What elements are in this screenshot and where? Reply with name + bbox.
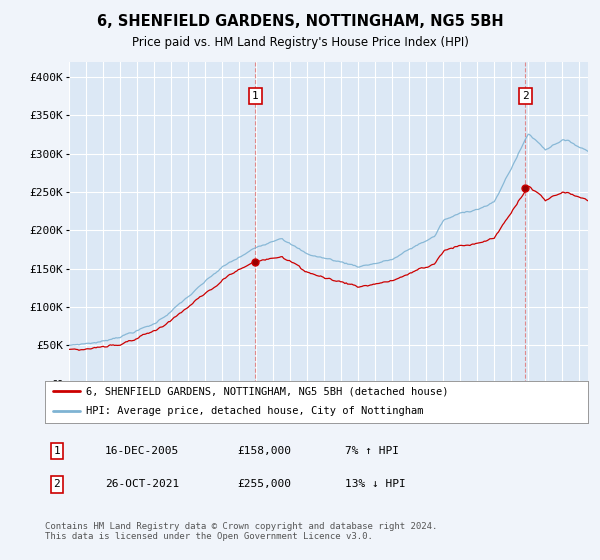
Text: 26-OCT-2021: 26-OCT-2021 — [105, 479, 179, 489]
Text: £158,000: £158,000 — [237, 446, 291, 456]
Text: 1: 1 — [252, 91, 259, 101]
Text: 13% ↓ HPI: 13% ↓ HPI — [345, 479, 406, 489]
Text: HPI: Average price, detached house, City of Nottingham: HPI: Average price, detached house, City… — [86, 406, 423, 416]
Text: 16-DEC-2005: 16-DEC-2005 — [105, 446, 179, 456]
Text: 1: 1 — [53, 446, 61, 456]
Text: 7% ↑ HPI: 7% ↑ HPI — [345, 446, 399, 456]
Text: 6, SHENFIELD GARDENS, NOTTINGHAM, NG5 5BH (detached house): 6, SHENFIELD GARDENS, NOTTINGHAM, NG5 5B… — [86, 386, 448, 396]
Text: Contains HM Land Registry data © Crown copyright and database right 2024.
This d: Contains HM Land Registry data © Crown c… — [45, 522, 437, 542]
Text: 6, SHENFIELD GARDENS, NOTTINGHAM, NG5 5BH: 6, SHENFIELD GARDENS, NOTTINGHAM, NG5 5B… — [97, 14, 503, 29]
Text: 2: 2 — [522, 91, 529, 101]
Text: £255,000: £255,000 — [237, 479, 291, 489]
Text: 2: 2 — [53, 479, 61, 489]
Text: Price paid vs. HM Land Registry's House Price Index (HPI): Price paid vs. HM Land Registry's House … — [131, 36, 469, 49]
